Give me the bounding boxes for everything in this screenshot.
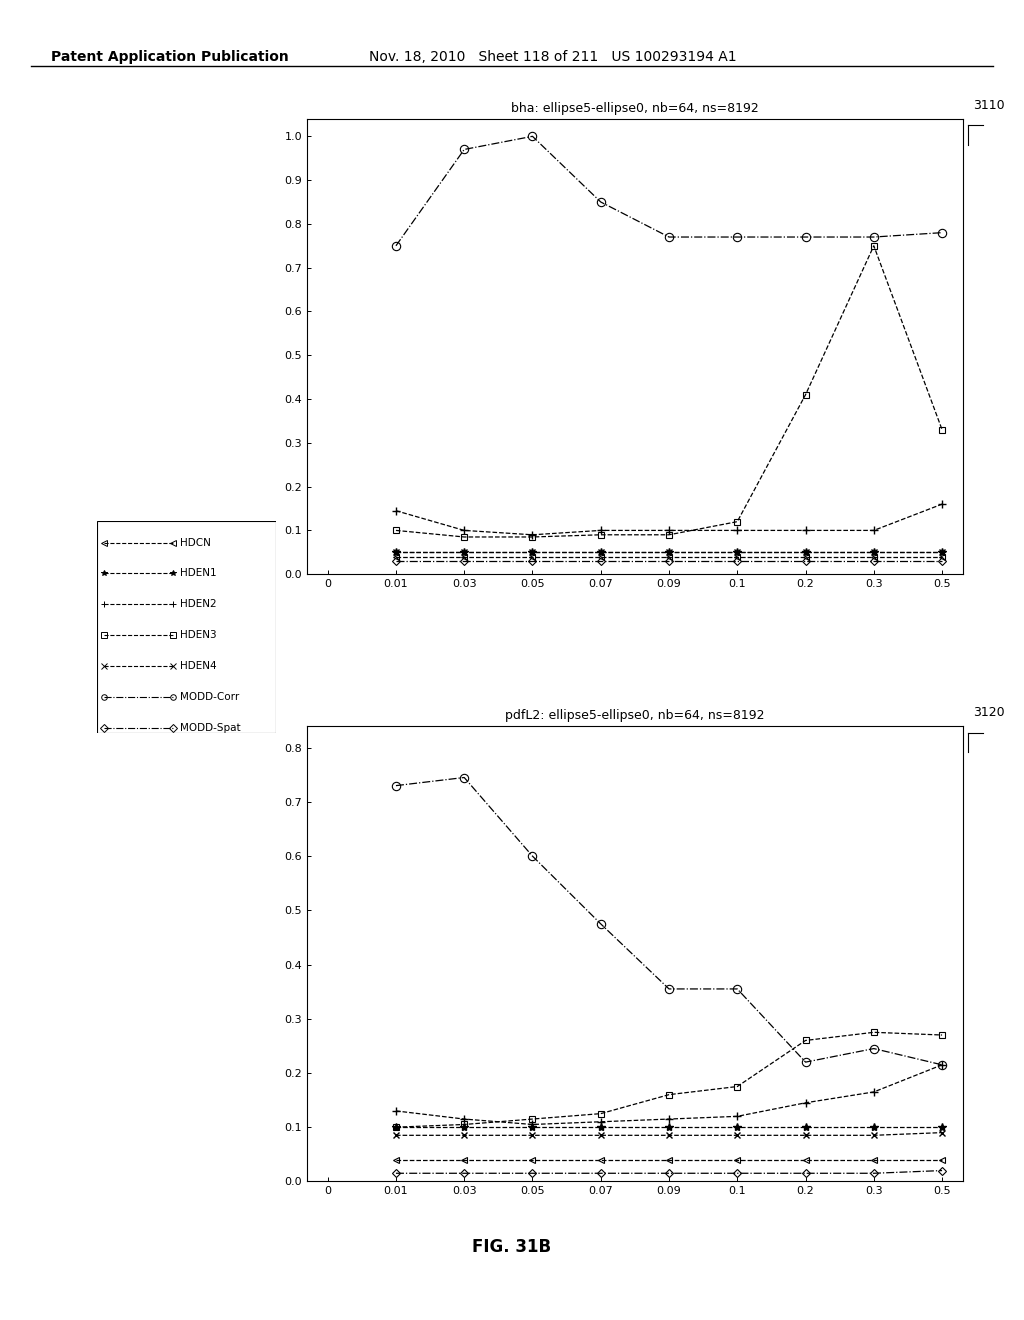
Text: Patent Application Publication: Patent Application Publication (51, 50, 289, 65)
Title: bha: ellipse5-ellipse0, nb=64, ns=8192: bha: ellipse5-ellipse0, nb=64, ns=8192 (511, 102, 759, 115)
Text: HDEN2: HDEN2 (180, 599, 216, 610)
Text: Nov. 18, 2010   Sheet 118 of 211   US 100293194 A1: Nov. 18, 2010 Sheet 118 of 211 US 100293… (369, 50, 736, 65)
Text: 3120: 3120 (973, 706, 1005, 719)
Text: HDEN1: HDEN1 (180, 569, 216, 578)
Text: MODD-Corr: MODD-Corr (180, 693, 239, 702)
Text: HDEN4: HDEN4 (180, 661, 216, 672)
Text: FIG. 31B: FIG. 31B (472, 1238, 552, 1257)
Text: HDCN: HDCN (180, 537, 211, 548)
Text: MODD-Spat: MODD-Spat (180, 723, 241, 734)
Text: 3110: 3110 (973, 99, 1005, 112)
Title: pdfL2: ellipse5-ellipse0, nb=64, ns=8192: pdfL2: ellipse5-ellipse0, nb=64, ns=8192 (505, 709, 765, 722)
Text: HDEN3: HDEN3 (180, 631, 216, 640)
